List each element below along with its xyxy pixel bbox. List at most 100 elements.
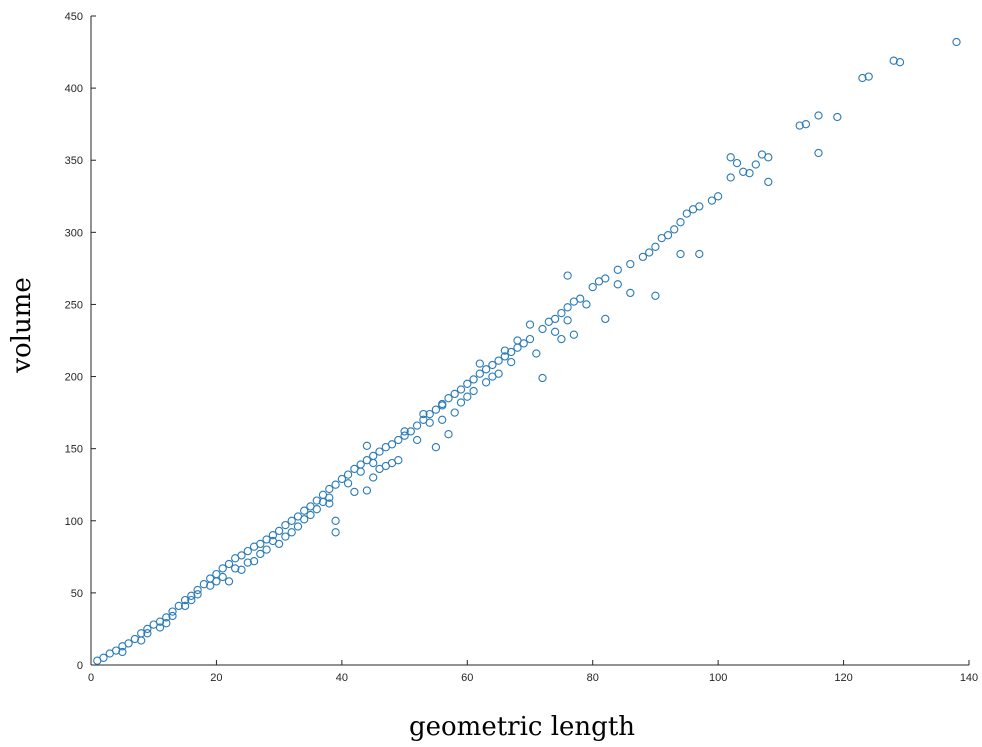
data-point (337, 474, 347, 484)
data-point (231, 564, 240, 573)
data-point (682, 209, 691, 218)
data-point (381, 461, 390, 471)
data-point (438, 415, 447, 424)
y-axis-title: volume (7, 277, 37, 373)
data-point (174, 601, 183, 611)
data-point (588, 282, 597, 292)
data-point (350, 487, 359, 497)
data-point (281, 520, 290, 530)
data-point (130, 634, 140, 644)
data-point (488, 372, 497, 381)
data-point (688, 205, 698, 214)
data-point (713, 192, 723, 201)
data-point (500, 352, 510, 361)
data-point (325, 499, 334, 508)
x-tick-label: 80 (587, 672, 599, 684)
data-point (155, 623, 165, 632)
data-point (525, 334, 535, 344)
axes (90, 16, 969, 666)
data-point (450, 408, 459, 417)
data-point (858, 73, 867, 83)
data-point (206, 581, 215, 590)
data-point (645, 248, 654, 257)
data-point (739, 167, 748, 176)
data-point (237, 565, 246, 574)
data-point (895, 58, 905, 67)
data-point (613, 280, 622, 289)
data-point (425, 418, 434, 427)
data-point (507, 347, 516, 357)
y-tick-label: 250 (65, 299, 83, 311)
data-point (670, 225, 679, 234)
data-point (362, 486, 372, 495)
data-point (287, 516, 296, 525)
data-point (143, 629, 152, 638)
x-ticks: 0 20 40 60 80 100 120 140 (88, 660, 978, 684)
data-point (745, 169, 754, 178)
data-point (256, 549, 265, 559)
data-point (494, 356, 503, 365)
data-point (143, 624, 152, 634)
data-point (212, 577, 221, 586)
data-point (262, 535, 271, 544)
data-point (513, 336, 522, 345)
data-point (757, 150, 767, 159)
data-point (463, 392, 472, 401)
data-point (249, 557, 259, 566)
data-point (394, 456, 403, 465)
data-point (538, 373, 547, 383)
data-point (180, 595, 190, 605)
data-point (137, 636, 146, 645)
y-tick-label: 50 (71, 588, 83, 600)
y-tick-label: 450 (65, 11, 83, 23)
x-axis-title: geometric length (409, 712, 635, 742)
data-point (168, 607, 177, 616)
data-point (343, 470, 353, 479)
data-point (544, 317, 553, 326)
data-point (237, 551, 246, 560)
data-point (576, 294, 585, 303)
data-point (256, 539, 265, 549)
data-point (293, 522, 303, 531)
data-point (833, 112, 842, 122)
data-point (651, 242, 660, 251)
data-point (287, 528, 296, 537)
data-point (369, 473, 378, 482)
data-point (406, 427, 415, 436)
data-point (463, 379, 472, 388)
y-tick-label: 150 (65, 444, 83, 456)
data-point (187, 591, 196, 600)
data-point (274, 526, 284, 536)
y-tick-label: 200 (65, 372, 83, 384)
data-point (638, 252, 648, 262)
data-point (375, 447, 384, 456)
data-point (243, 546, 252, 556)
data-point (218, 564, 227, 573)
data-point (469, 386, 478, 396)
data-point (419, 409, 428, 419)
data-point (369, 458, 378, 468)
data-point (262, 545, 271, 554)
data-point (331, 516, 340, 525)
scatter-points (93, 37, 961, 665)
data-point (726, 153, 735, 162)
data-point (764, 177, 773, 187)
data-point (431, 443, 441, 452)
data-point (481, 365, 491, 374)
data-point (726, 173, 735, 182)
data-point (394, 435, 403, 445)
x-tick-label: 40 (336, 672, 348, 684)
data-point (613, 265, 622, 274)
data-point (626, 259, 635, 269)
data-point (306, 510, 315, 520)
data-point (525, 320, 535, 329)
data-point (387, 440, 397, 449)
data-point (626, 288, 635, 298)
data-point (224, 577, 234, 586)
data-point (99, 653, 108, 662)
data-point (751, 160, 760, 169)
data-point (538, 324, 547, 334)
data-point (563, 316, 572, 325)
data-point (814, 148, 823, 158)
data-point (795, 121, 804, 130)
